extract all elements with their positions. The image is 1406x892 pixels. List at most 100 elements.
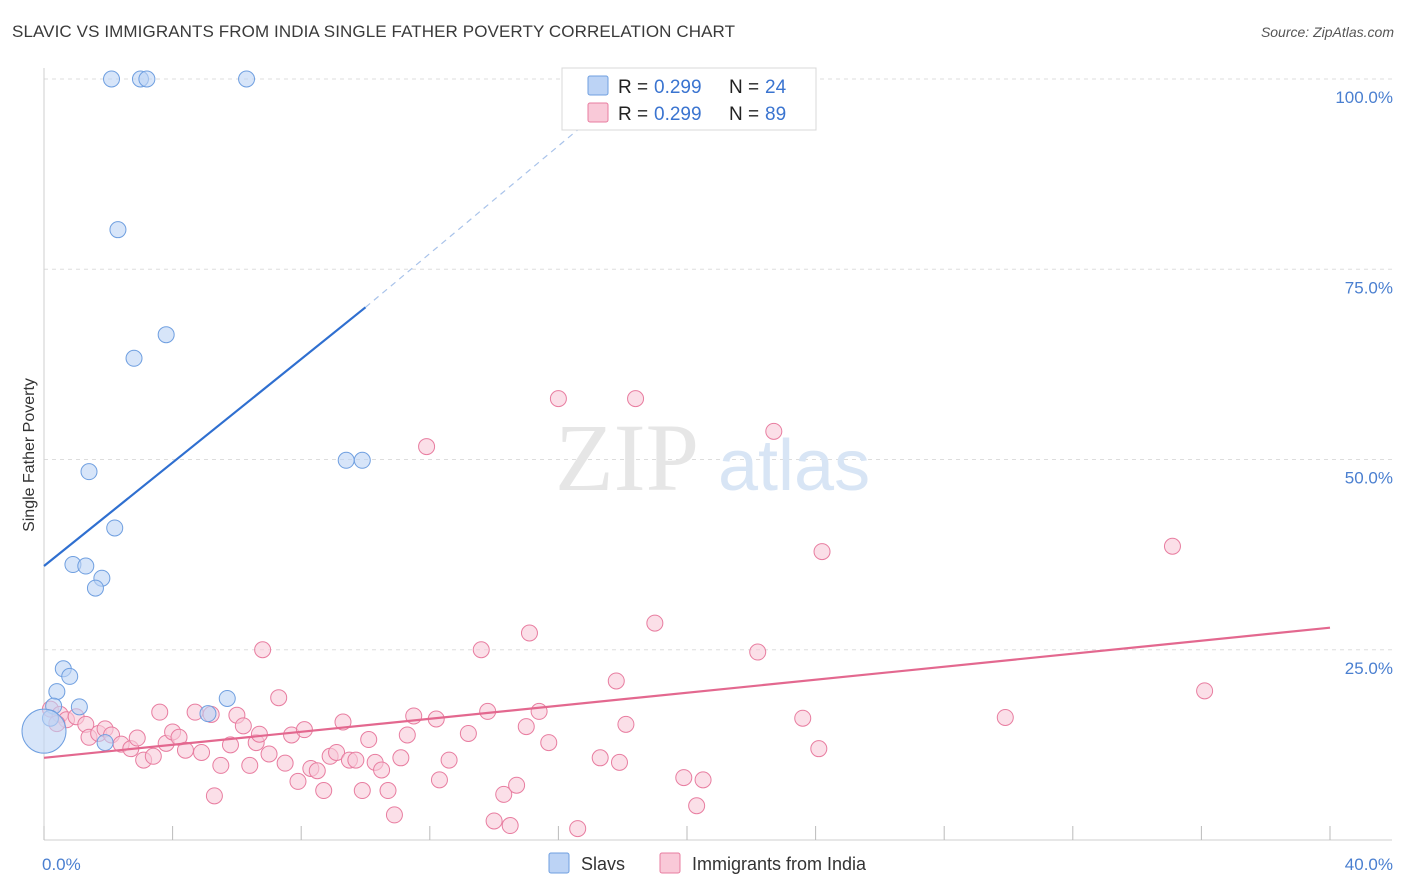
india-point xyxy=(398,726,416,744)
india-point xyxy=(813,543,831,561)
legend-r-value-slavs: 0.299 xyxy=(654,77,702,98)
slavs-point xyxy=(218,689,236,707)
india-point xyxy=(392,749,410,767)
india-point xyxy=(530,702,548,720)
india-point xyxy=(308,762,326,780)
grid xyxy=(44,78,1392,651)
y-tick-label: 100.0% xyxy=(1335,88,1393,107)
india-point xyxy=(794,709,812,727)
india-point xyxy=(508,776,526,794)
india-point xyxy=(328,743,346,761)
slavs-trend-extension xyxy=(365,105,608,308)
legend-n-label-slavs: N = xyxy=(729,77,759,98)
india-trend-line xyxy=(43,626,1331,759)
x-tick-label-min: 0.0% xyxy=(42,855,81,874)
india-point xyxy=(627,390,645,408)
india-point xyxy=(373,761,391,779)
slavs-point xyxy=(21,708,67,754)
slavs-point xyxy=(109,221,127,239)
india-point xyxy=(260,745,278,763)
india-point xyxy=(459,724,477,742)
legend-swatch-slavs xyxy=(587,75,609,96)
india-point xyxy=(607,672,625,690)
slavs-point xyxy=(77,557,95,575)
tick-labels: 25.0% 50.0% 75.0% 100.0% 0.0% 40.0% xyxy=(42,88,1393,874)
slavs-point xyxy=(157,326,175,344)
slavs-point xyxy=(70,698,88,716)
india-point xyxy=(501,817,519,835)
bottom-legend-label-india: Immigrants from India xyxy=(692,854,867,874)
watermark-zip: ZIP xyxy=(555,404,699,511)
india-point xyxy=(569,820,587,838)
slavs-point xyxy=(238,70,256,88)
india-point xyxy=(212,756,230,774)
legend-r-label-india: R = xyxy=(618,104,648,125)
india-point xyxy=(315,782,333,800)
india-point xyxy=(610,753,628,771)
india-point xyxy=(144,747,162,765)
india-point xyxy=(996,708,1014,726)
y-tick-label: 50.0% xyxy=(1345,469,1393,488)
x-tick-label-max: 40.0% xyxy=(1345,855,1393,874)
india-point xyxy=(540,734,558,752)
india-point xyxy=(234,717,252,735)
india-point xyxy=(1163,537,1181,555)
slavs-points xyxy=(21,70,371,754)
india-point xyxy=(334,713,352,731)
india-point xyxy=(270,689,288,707)
india-point xyxy=(295,721,313,739)
legend-r-value-india: 0.299 xyxy=(654,104,702,125)
india-point xyxy=(221,736,239,754)
india-point xyxy=(520,624,538,642)
legend-swatch-india xyxy=(587,102,609,123)
slavs-point xyxy=(61,667,79,685)
india-point xyxy=(250,725,268,743)
india-point xyxy=(472,641,490,659)
india-point xyxy=(485,812,503,830)
india-point xyxy=(646,614,664,632)
india-point xyxy=(810,740,828,758)
india-point xyxy=(347,751,365,769)
legend-n-value-india: 89 xyxy=(765,104,786,125)
legend-box: R = 0.299 N = 24 R = 0.299 N = 89 xyxy=(561,67,817,131)
legend-r-label-slavs: R = xyxy=(618,77,648,98)
india-point xyxy=(289,772,307,790)
india-point xyxy=(688,797,706,815)
india-point xyxy=(254,641,272,659)
india-point xyxy=(379,782,397,800)
india-point xyxy=(205,787,223,805)
india-point xyxy=(675,769,693,787)
bottom-legend-swatch-india xyxy=(659,852,681,874)
india-point xyxy=(276,754,294,772)
india-point xyxy=(353,782,371,800)
watermark-atlas: atlas xyxy=(718,426,870,506)
slavs-point xyxy=(199,705,217,723)
india-point xyxy=(430,771,448,789)
legend-n-label-india: N = xyxy=(729,104,759,125)
india-point xyxy=(749,643,767,661)
slavs-trend-line xyxy=(43,306,367,567)
india-point xyxy=(495,785,513,803)
india-point xyxy=(694,771,712,789)
india-point xyxy=(591,749,609,767)
slavs-point xyxy=(138,70,156,88)
india-point xyxy=(241,756,259,774)
india-point xyxy=(617,715,635,733)
y-tick-label: 25.0% xyxy=(1345,659,1393,678)
chart-title: SLAVIC VS IMMIGRANTS FROM INDIA SINGLE F… xyxy=(12,22,736,41)
watermark: ZIP atlas xyxy=(555,404,870,511)
slavs-point xyxy=(86,579,104,597)
slavs-point xyxy=(96,734,114,752)
bottom-legend: Slavs Immigrants from India xyxy=(548,852,867,874)
india-point xyxy=(517,718,535,736)
india-point xyxy=(765,422,783,440)
slavs-point xyxy=(337,451,355,469)
y-tick-label: 75.0% xyxy=(1345,278,1393,297)
india-point xyxy=(360,731,378,749)
slavs-point xyxy=(353,451,371,469)
slavs-point xyxy=(106,519,124,537)
slavs-point xyxy=(125,349,143,367)
bottom-legend-label-slavs: Slavs xyxy=(581,854,625,874)
slavs-point xyxy=(80,463,98,481)
source-label: Source: ZipAtlas.com xyxy=(1260,24,1394,40)
